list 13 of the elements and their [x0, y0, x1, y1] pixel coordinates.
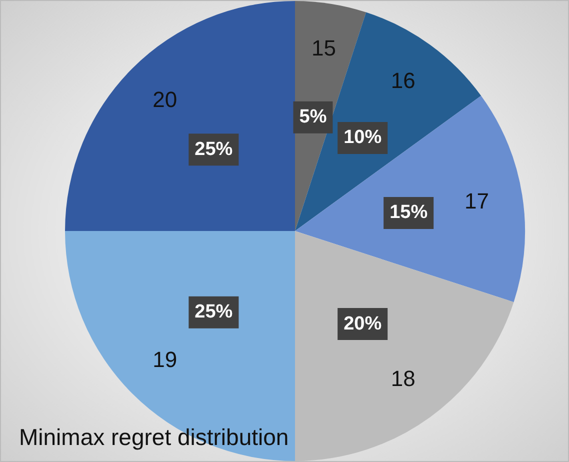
- slice-label: 15: [312, 35, 336, 60]
- data-label: 20%: [344, 313, 382, 334]
- data-label: 25%: [194, 302, 233, 323]
- data-label: 25%: [194, 138, 233, 160]
- slice-label: 19: [152, 347, 178, 372]
- text: Minimax regret distribution: [19, 424, 289, 451]
- data-label: 10%: [344, 127, 382, 148]
- data-label: 5%: [299, 106, 327, 128]
- slice-label: 20: [152, 86, 178, 112]
- slice-label: 16: [390, 68, 416, 94]
- slice-label: 17: [464, 188, 489, 214]
- data-label: 15%: [390, 202, 428, 224]
- slice-label: 18: [390, 366, 416, 391]
